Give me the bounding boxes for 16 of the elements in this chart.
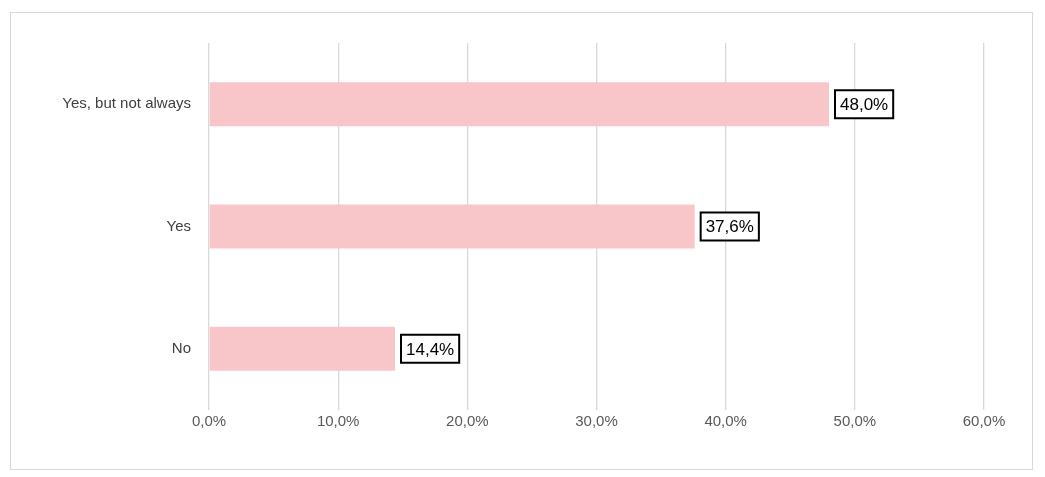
- bar: [209, 204, 695, 249]
- x-tick-label: 0,0%: [191, 412, 227, 430]
- x-tick-label: 20,0%: [446, 412, 489, 430]
- y-tick-label: Yes, but not always: [62, 94, 191, 112]
- bar: [209, 326, 395, 371]
- x-tick-label: 60,0%: [962, 412, 1006, 430]
- x-tick-label: 40,0%: [704, 412, 747, 430]
- x-tick-label: 30,0%: [575, 412, 618, 430]
- y-tick-label: No: [171, 338, 191, 356]
- bar: [209, 82, 829, 127]
- x-tick-label: 50,0%: [833, 412, 877, 430]
- data-label: 14,4%: [406, 339, 455, 359]
- y-tick-label: Yes: [166, 216, 191, 234]
- x-tick-label: 10,0%: [316, 412, 360, 430]
- data-label: 37,6%: [705, 217, 754, 237]
- data-label: 48,0%: [840, 94, 889, 114]
